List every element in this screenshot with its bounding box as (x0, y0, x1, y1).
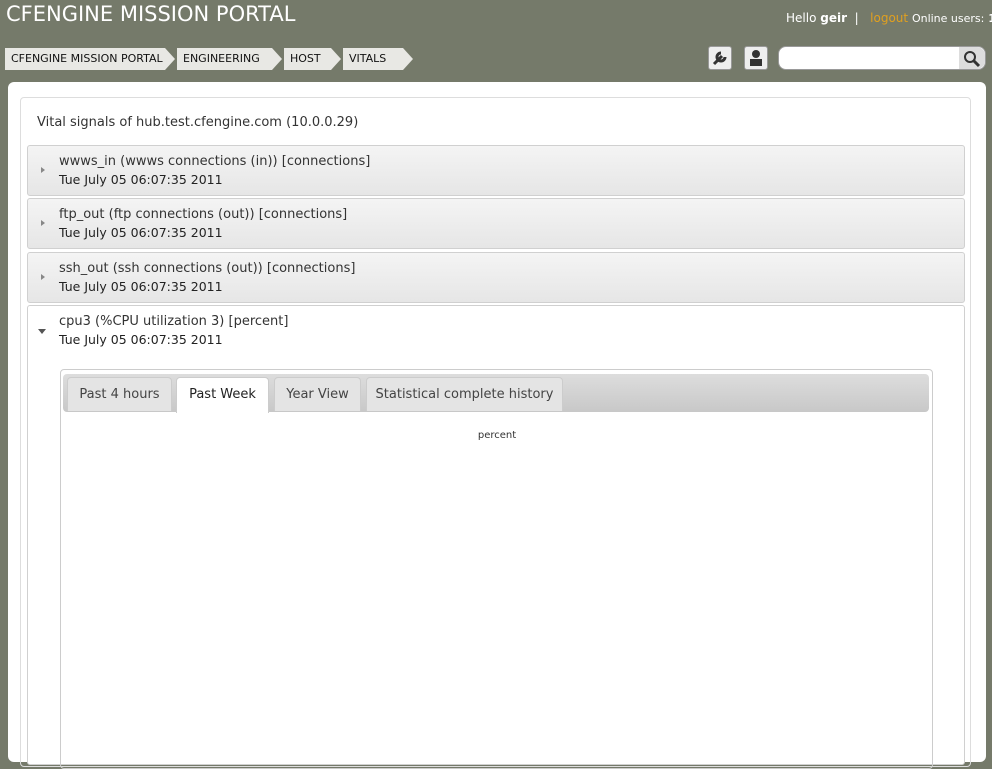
tab[interactable]: Past Week (176, 377, 269, 413)
vital-row[interactable] (27, 252, 965, 303)
breadcrumb[interactable]: CFENGINE MISSION PORTAL (5, 48, 175, 70)
vital-name: ftp_out (ftp connections (out)) [connect… (59, 207, 348, 222)
vital-date: Tue July 05 06:07:35 2011 (59, 279, 223, 294)
username: geir (820, 11, 848, 25)
tab[interactable]: Past 4 hours (67, 377, 172, 411)
vital-date: Tue July 05 06:07:35 2011 (59, 332, 223, 347)
breadcrumb[interactable]: ENGINEERING (177, 48, 282, 70)
user-button[interactable] (744, 46, 768, 70)
breadcrumb[interactable]: VITALS (343, 48, 413, 70)
vital-row[interactable] (27, 198, 965, 249)
search-box[interactable] (778, 46, 986, 70)
search-icon (964, 51, 981, 68)
vital-name: cpu3 (%CPU utilization 3) [percent] (59, 314, 289, 329)
expand-arrow (41, 274, 45, 280)
chart-title: percent (478, 430, 516, 441)
expand-arrow (41, 220, 45, 226)
online-label: Online users: (911, 12, 985, 25)
user-icon (750, 50, 762, 66)
vital-date: Tue July 05 06:07:35 2011 (59, 225, 223, 240)
tab[interactable]: Year View (274, 377, 361, 411)
tab[interactable]: Statistical complete history (366, 377, 563, 411)
search-button[interactable] (959, 47, 985, 69)
vital-row[interactable] (27, 145, 965, 196)
logout[interactable]: logout (870, 11, 909, 25)
panel-title: Vital signals of hub.test.cfengine.com (… (37, 115, 359, 130)
breadcrumb[interactable]: HOST (284, 48, 341, 70)
online-count: 1 (988, 12, 992, 25)
user-info: Hello geir | logout Online users: 1 (786, 11, 992, 25)
page: CFENGINE MISSION PORTAL Hello geir | log… (5, 2, 992, 769)
sep: | (854, 11, 859, 25)
hello: Hello (786, 11, 817, 25)
expand-arrow (38, 329, 46, 334)
chart: percent (478, 430, 516, 441)
vital-date: Tue July 05 06:07:35 2011 (59, 172, 223, 187)
vital-name: wwws_in (wwws connections (in)) [connect… (59, 154, 371, 169)
expand-arrow (41, 167, 45, 173)
vital-name: ssh_out (ssh connections (out)) [connect… (59, 261, 356, 276)
portal-title: CFENGINE MISSION PORTAL (6, 2, 296, 26)
